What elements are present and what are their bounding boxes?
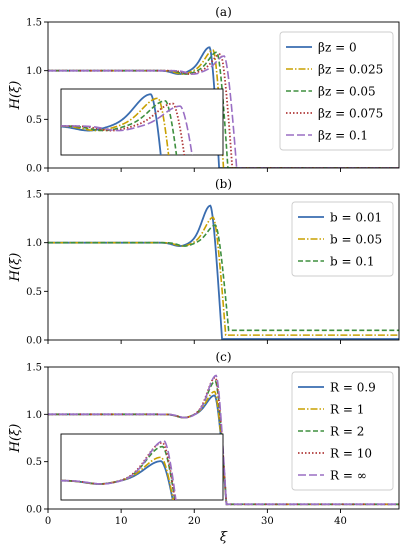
legend: βz = 0 βz = 0.025 βz = 0.05 βz = 0.075 βz = … [279,31,394,151]
inset [60,433,224,501]
series-line [48,53,399,168]
x-axis-label: ξ [220,530,228,545]
legend: R = 0.9 R = 1 R = 2 R = 10 R = ∞ [291,371,394,491]
legend-entry: R = 10 [330,447,372,461]
panel-c: (c)0.00.51.01.50 10 20 30 40H(ξ)ξR = 0.9R = … [8,350,400,545]
legend-entry: b = 0.05 [330,233,382,247]
panel-title: (b) [215,177,232,191]
inset-series-line [61,439,177,500]
series-line [48,216,399,336]
inset-series-line [61,97,170,155]
series-group [48,204,399,340]
legend-entry: b = 0.1 [330,255,374,269]
y-tick-label: 1.5 [26,18,42,29]
legend-entry: βz = 0.1 [318,129,368,143]
y-tick-label: 1.0 [26,410,42,421]
series-line [48,204,399,340]
legend-entry: R = ∞ [330,469,367,483]
plot-frame [47,21,400,169]
inset-frame [60,433,224,501]
series-group [48,46,399,168]
y-tick-label: 0.5 [26,287,42,298]
x-tick-label: 40 [334,516,347,527]
legend-entry: b = 0.01 [330,211,382,225]
legend-entry: R = 1 [330,403,364,417]
y-tick-label: 0.5 [26,457,42,468]
x-tick-label: 10 [115,516,128,527]
y-tick-label: 0.0 [26,336,42,347]
y-tick-label: 0.0 [26,505,42,516]
legend-entry: βz = 0.075 [318,107,383,121]
series-group [48,374,399,506]
y-tick-label: 1.0 [26,238,42,249]
panel-b: (b)0.00.51.01.5H(ξ)b = 0.01b = 0.05b = 0… [8,177,400,347]
legend-entry: βz = 0 [318,41,357,55]
y-tick-label: 1.0 [26,66,42,77]
x-tick-label: 0 [45,516,51,527]
y-tick-label: 1.5 [26,363,42,374]
inset [60,88,224,156]
x-tick-label: 20 [188,516,201,527]
y-tick-label: 0.0 [26,164,42,175]
panel-title: (a) [215,5,232,19]
legend-box [291,201,394,277]
plot-frame [47,366,400,510]
inset-series-line [61,105,193,155]
y-axis-label: H(ξ) [8,253,23,283]
inset-frame [60,88,224,156]
plot-frame [47,193,400,341]
inset-series-line [61,100,178,155]
legend-entry: R = 0.9 [330,381,376,395]
series-line [48,55,399,168]
legend-box [279,31,394,151]
legend-entry: βz = 0.025 [318,63,383,77]
legend-entry: R = 2 [330,425,364,439]
legend: b = 0.01 b = 0.05 b = 0.1 [291,201,394,277]
panel-title: (c) [215,350,231,364]
y-tick-label: 0.5 [26,115,42,126]
series-line [48,374,399,506]
legend-box [291,371,394,491]
y-axis-label: H(ξ) [8,81,23,111]
y-axis-label: H(ξ) [8,424,23,454]
legend-entry: βz = 0.05 [318,85,376,99]
y-tick-label: 1.5 [26,190,42,201]
x-tick-label: 30 [261,516,274,527]
series-line [48,224,399,332]
